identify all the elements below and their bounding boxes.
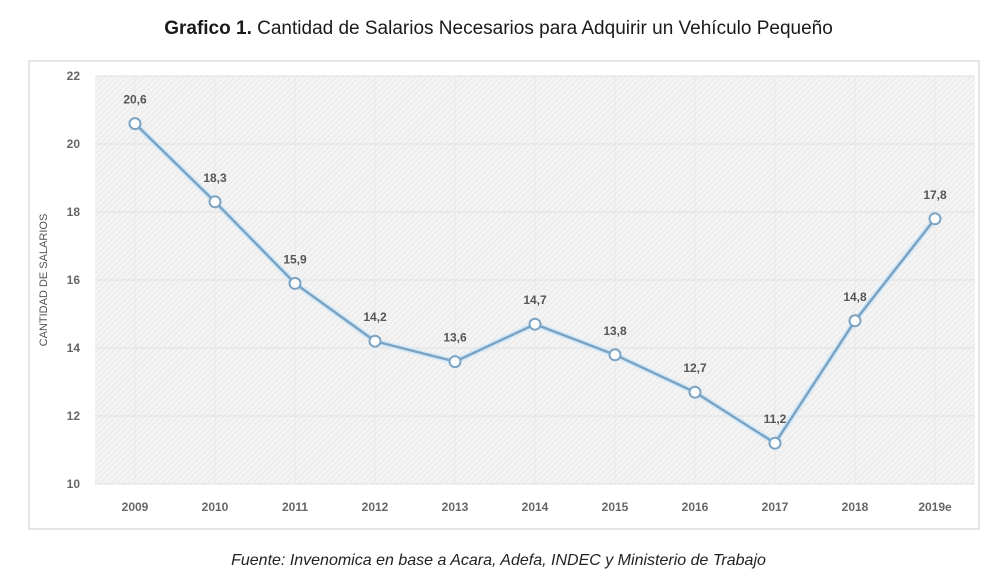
chart-title-prefix: Grafico 1. (164, 18, 252, 39)
data-label: 14,7 (523, 293, 547, 307)
y-axis-label: CANTIDAD DE SALARIOS (38, 214, 50, 347)
x-tick-label: 2014 (522, 500, 549, 514)
y-tick-label: 10 (67, 477, 81, 491)
data-point (768, 436, 782, 450)
data-point (928, 212, 942, 226)
data-point (128, 117, 142, 131)
data-label: 20,6 (123, 93, 147, 107)
x-tick-label: 2009 (122, 500, 149, 514)
data-point (688, 385, 702, 399)
chart-title-text: Cantidad de Salarios Necesarios para Adq… (257, 18, 833, 39)
y-tick-label: 12 (67, 409, 81, 423)
chart-source: Fuente: Invenomica en base a Acara, Adef… (231, 552, 766, 569)
x-tick-label: 2011 (282, 500, 308, 514)
data-label: 14,8 (843, 290, 867, 304)
data-point (608, 348, 622, 362)
data-point (528, 317, 542, 331)
y-axis-ticks: 10 12 14 16 18 20 22 (67, 69, 81, 491)
x-tick-label: 2010 (202, 500, 229, 514)
data-labels: 20,6 18,3 15,9 14,2 13,6 14,7 13,8 12,7 11,2 14,8… (123, 93, 947, 427)
data-label: 12,7 (683, 361, 707, 375)
data-point (448, 355, 462, 369)
series-layer (128, 117, 942, 450)
data-point (368, 334, 382, 348)
data-label: 13,6 (443, 331, 467, 345)
chart-frame (28, 60, 980, 530)
y-tick-label: 14 (67, 341, 81, 355)
data-point (288, 276, 302, 290)
x-tick-label: 2013 (442, 500, 469, 514)
data-label: 17,8 (923, 188, 947, 202)
data-point (208, 195, 222, 209)
data-point (848, 314, 862, 328)
data-label: 11,2 (764, 412, 787, 426)
x-tick-label: 2012 (362, 500, 389, 514)
x-tick-label: 2016 (682, 500, 709, 514)
y-tick-label: 20 (67, 137, 81, 151)
data-label: 15,9 (283, 252, 307, 266)
y-tick-label: 18 (67, 205, 81, 219)
data-label: 18,3 (203, 171, 227, 185)
chart-title: Grafico 1. Cantidad de Salarios Necesari… (0, 18, 997, 40)
x-tick-label: 2015 (602, 500, 629, 514)
x-axis-ticks: 2009 2010 2011 2012 2013 2014 2015 2016 2017 2018… (122, 500, 952, 514)
y-tick-label: 22 (67, 69, 81, 83)
x-tick-label: 2017 (762, 500, 789, 514)
data-label: 13,8 (603, 324, 627, 338)
x-tick-label: 2019e (918, 500, 952, 514)
gridlines (95, 75, 975, 485)
x-tick-label: 2018 (842, 500, 869, 514)
y-tick-label: 16 (67, 273, 81, 287)
data-label: 14,2 (363, 310, 387, 324)
